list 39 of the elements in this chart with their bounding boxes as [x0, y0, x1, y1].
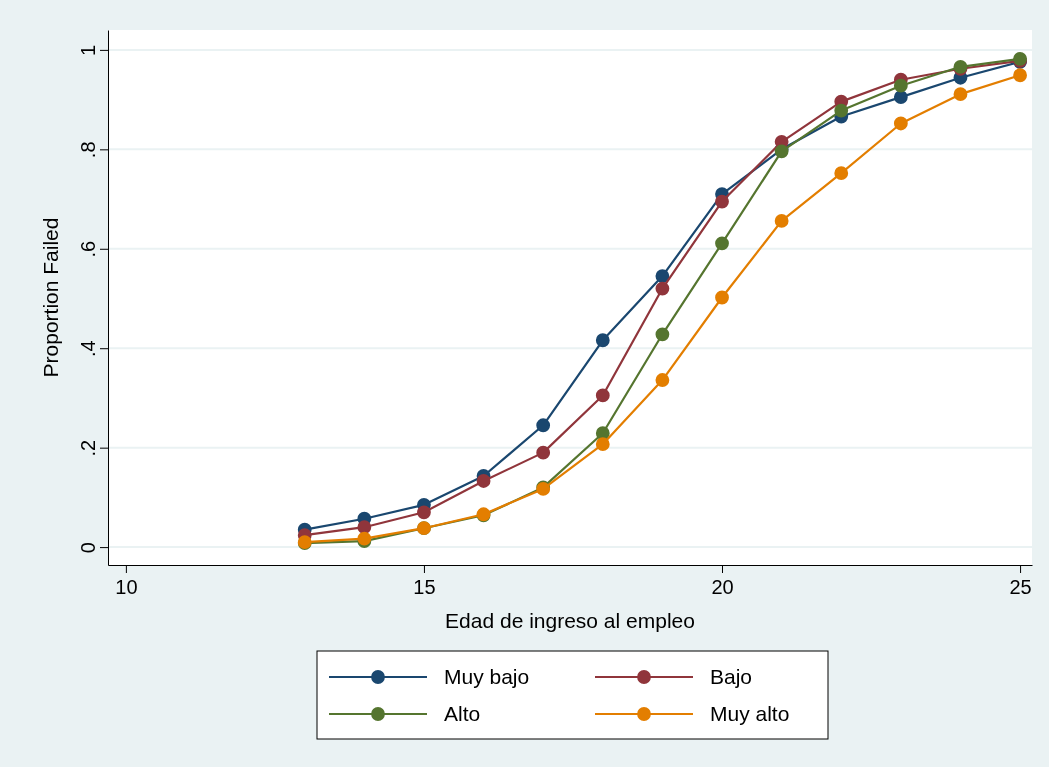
- legend-label: Muy bajo: [444, 665, 530, 689]
- y-tick-label: .2: [77, 439, 99, 457]
- point: [893, 78, 908, 93]
- y-tick-label: 0: [77, 542, 99, 554]
- point: [476, 474, 491, 488]
- point: [655, 327, 670, 342]
- point: [357, 520, 372, 535]
- x-tick-label: 20: [711, 576, 734, 598]
- y-tick-label: .6: [77, 240, 99, 258]
- point: [655, 281, 670, 296]
- y-tick-label: .8: [77, 141, 99, 159]
- point: [595, 388, 610, 403]
- y-tick-label: .4: [77, 340, 99, 358]
- point: [893, 90, 908, 105]
- legend-label: Muy alto: [710, 702, 790, 726]
- point: [595, 333, 610, 348]
- point: [655, 373, 670, 387]
- legend-label: Alto: [444, 702, 481, 726]
- point: [715, 236, 729, 251]
- point: [417, 505, 431, 520]
- point: [715, 290, 729, 305]
- point: [655, 269, 670, 284]
- point: [953, 87, 968, 102]
- x-tick-label: 15: [413, 576, 436, 598]
- y-axis-title: Proportion Failed: [39, 217, 62, 378]
- x-tick-label: 25: [1009, 576, 1032, 598]
- point: [1013, 68, 1027, 83]
- x-tick-label: 10: [115, 576, 138, 598]
- point: [893, 116, 908, 131]
- x-axis-title: Edad de ingreso al empleo: [445, 609, 695, 632]
- point: [834, 166, 849, 181]
- point: [834, 103, 849, 118]
- point: [595, 437, 610, 452]
- point: [536, 445, 551, 460]
- y-tick-label: 1: [77, 44, 99, 56]
- legend-label: Bajo: [710, 665, 753, 689]
- point: [536, 418, 551, 433]
- point: [774, 214, 789, 228]
- point: [715, 194, 729, 209]
